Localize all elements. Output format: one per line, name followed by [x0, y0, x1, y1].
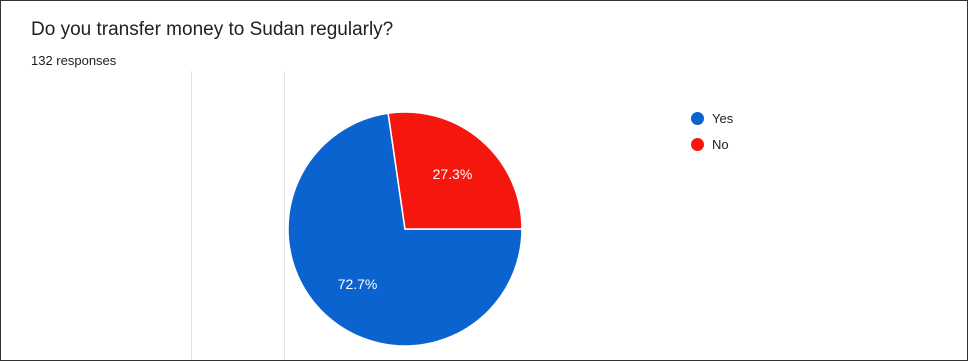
legend-swatch-no	[691, 137, 704, 151]
question-title: Do you transfer money to Sudan regularly…	[31, 19, 394, 40]
panel-divider-right	[284, 71, 285, 360]
legend-label-yes: Yes	[712, 110, 734, 126]
legend: Yes No	[691, 109, 733, 161]
pie-label-yes: 72.7%	[338, 276, 378, 292]
legend-swatch-yes	[691, 111, 704, 125]
pie-label-no: 27.3%	[433, 166, 473, 182]
pie-slice-no[interactable]	[387, 111, 523, 230]
legend-item-yes[interactable]: Yes	[691, 109, 733, 127]
panel-divider-left	[191, 71, 192, 360]
response-count: 132 responses	[31, 53, 117, 68]
legend-label-no: No	[712, 136, 729, 152]
legend-item-no[interactable]: No	[691, 135, 733, 153]
